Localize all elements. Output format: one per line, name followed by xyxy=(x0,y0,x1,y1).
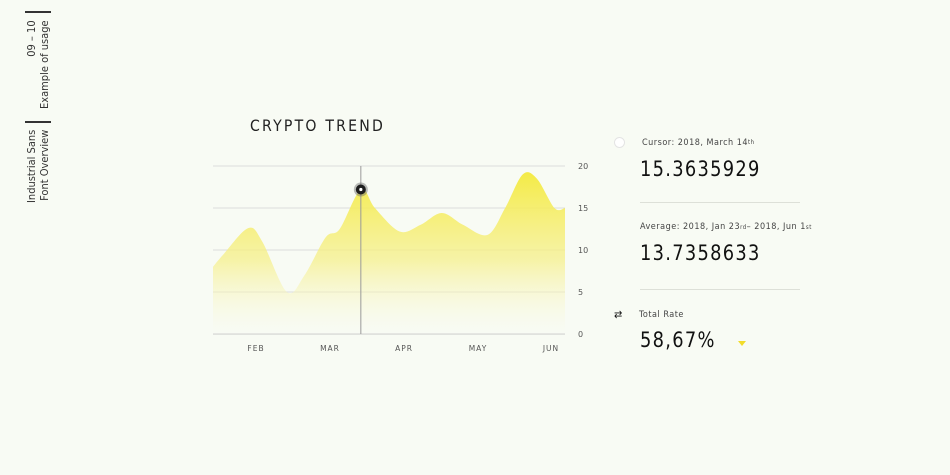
divider xyxy=(640,202,800,203)
average-range-start: 2018, Jan 23 xyxy=(683,222,741,232)
cursor-date-suffix: th xyxy=(748,139,755,146)
x-tick-label: MAY xyxy=(469,344,488,353)
average-range-end-suffix: st xyxy=(805,223,812,231)
rate-label-row: ⇄ Total Rate xyxy=(614,308,804,321)
x-tick-label: MAR xyxy=(320,344,340,353)
x-tick-label: FEB xyxy=(247,344,264,353)
cursor-dot-icon xyxy=(614,137,625,148)
y-tick-label: 20 xyxy=(578,162,588,171)
rate-value: 58,67% xyxy=(640,328,716,352)
divider xyxy=(640,289,800,290)
x-tick-label: JUN xyxy=(542,344,559,353)
cursor-marker[interactable] xyxy=(353,182,368,197)
x-axis-ticks: FEB MAR APR MAY JUN xyxy=(247,344,559,353)
cursor-label: Cursor: xyxy=(642,137,675,148)
average-range-end: – 2018, Jun 1 xyxy=(746,222,806,232)
cursor-date: 2018, March 14 xyxy=(677,137,749,148)
rate-panel: ⇄ Total Rate 58,67% xyxy=(614,308,804,352)
y-tick-label: 5 xyxy=(578,288,583,297)
average-range-start-suffix: rd xyxy=(740,223,747,231)
x-tick-label: APR xyxy=(395,344,413,353)
cursor-value: 15.3635929 xyxy=(640,157,761,181)
down-triangle-icon xyxy=(738,341,746,346)
area-series xyxy=(213,172,565,334)
y-tick-label: 10 xyxy=(578,246,588,255)
average-value: 13.7358633 xyxy=(640,241,761,265)
swap-arrows-icon: ⇄ xyxy=(614,308,623,321)
average-label: Average: xyxy=(640,222,680,232)
rate-label: Total Rate xyxy=(639,310,684,320)
y-tick-label: 0 xyxy=(578,330,583,339)
y-tick-label: 15 xyxy=(578,204,588,213)
y-axis-ticks: 0 5 10 15 20 xyxy=(578,162,588,339)
chart-title: CRYPTO TREND xyxy=(250,116,386,135)
